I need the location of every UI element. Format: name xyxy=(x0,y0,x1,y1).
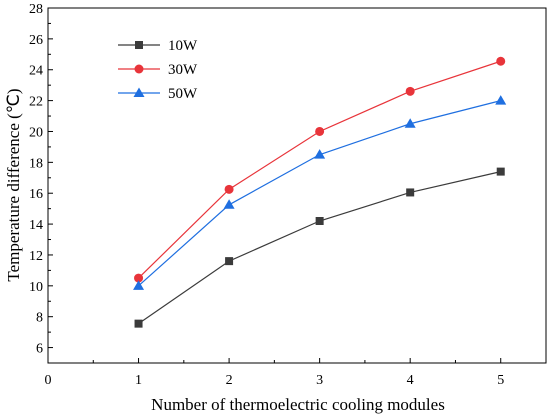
x-axis-title: Number of thermoelectric cooling modules xyxy=(151,395,445,414)
y-tick-label: 28 xyxy=(29,2,43,17)
marker-square xyxy=(134,319,143,328)
legend-label: 30W xyxy=(168,62,198,78)
series-10W xyxy=(134,167,505,328)
marker-square xyxy=(135,41,143,49)
y-axis-title: Temperature difference (℃) xyxy=(4,88,23,281)
marker-circle xyxy=(134,64,144,74)
marker-square xyxy=(225,257,234,266)
y-tick-label: 10 xyxy=(29,280,43,295)
series-layer xyxy=(133,56,507,328)
x-tick-label: 2 xyxy=(226,373,233,388)
series-30W xyxy=(134,56,506,283)
y-axis-ticks: 6 8 10 12 14 16 18 20 22 24 26 28 xyxy=(29,2,53,357)
y-tick-label: 18 xyxy=(29,156,43,171)
y-tick-label: 22 xyxy=(29,95,43,110)
y-tick-label: 24 xyxy=(29,64,43,79)
x-tick-label: 1 xyxy=(135,373,142,388)
marker-triangle xyxy=(223,199,235,209)
marker-triangle xyxy=(404,118,416,128)
x-tick-label: 0 xyxy=(45,373,52,388)
marker-square xyxy=(496,167,505,176)
marker-triangle xyxy=(495,95,507,105)
marker-circle xyxy=(315,126,325,136)
marker-circle xyxy=(405,86,415,96)
marker-triangle xyxy=(314,149,326,159)
x-tick-label: 3 xyxy=(316,373,323,388)
marker-circle xyxy=(496,56,506,66)
y-tick-label: 20 xyxy=(29,125,43,140)
y-tick-label: 8 xyxy=(36,311,43,326)
x-tick-label: 5 xyxy=(497,373,504,388)
y-tick-label: 12 xyxy=(29,249,43,264)
y-tick-label: 26 xyxy=(29,33,43,48)
marker-triangle xyxy=(133,280,145,290)
series-50W xyxy=(133,95,507,290)
plot-frame xyxy=(47,7,547,364)
series-line xyxy=(138,171,501,325)
x-tick-label: 4 xyxy=(407,373,414,388)
legend-label: 50W xyxy=(168,86,198,102)
marker-circle xyxy=(224,184,234,194)
plot-area xyxy=(47,7,547,364)
legend: 10W 30W 50W xyxy=(118,38,198,102)
marker-square xyxy=(315,217,324,225)
x-axis-ticks: 0 1 2 3 4 5 xyxy=(45,358,504,388)
marker-circle xyxy=(134,273,144,283)
marker-triangle xyxy=(133,87,145,97)
y-tick-label: 6 xyxy=(36,342,43,357)
y-tick-label: 14 xyxy=(29,218,43,233)
marker-square xyxy=(406,188,415,197)
y-tick-label: 16 xyxy=(29,187,43,202)
legend-label: 10W xyxy=(168,38,198,54)
